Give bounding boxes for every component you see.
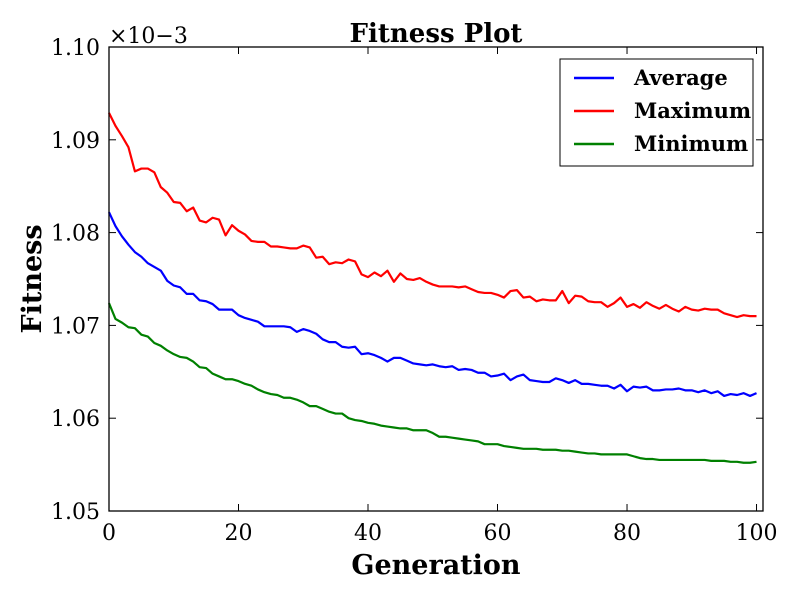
x-axis-label: Generation bbox=[351, 550, 521, 581]
series-line-minimum bbox=[107, 302, 757, 464]
series-line-average bbox=[108, 211, 757, 398]
legend-label-average: Average bbox=[633, 65, 728, 90]
y-tick-label: 1.09 bbox=[51, 129, 100, 154]
x-tick-label: 0 bbox=[102, 521, 116, 546]
y-tick-label: 1.08 bbox=[51, 222, 100, 247]
y-axis-multiplier: ×10−3 bbox=[109, 24, 188, 49]
axis-ticks bbox=[108, 46, 763, 512]
x-tick-label: 20 bbox=[225, 521, 253, 546]
legend: Average Maximum Minimum bbox=[559, 58, 754, 167]
plot-frame bbox=[108, 46, 764, 512]
legend-label-minimum: Minimum bbox=[634, 131, 748, 156]
legend-label-maximum: Maximum bbox=[634, 98, 751, 123]
x-tick-label: 60 bbox=[484, 521, 512, 546]
y-axis-label: Fitness bbox=[17, 224, 48, 333]
x-tick-label: 80 bbox=[613, 521, 641, 546]
y-tick-label: 1.10 bbox=[51, 36, 100, 61]
x-tick-label: 100 bbox=[736, 521, 778, 546]
chart-title: Fitness Plot bbox=[350, 19, 523, 49]
series-line-maximum bbox=[108, 112, 757, 319]
y-tick-label: 1.05 bbox=[51, 500, 100, 525]
series-lines bbox=[107, 112, 757, 464]
x-tick-label: 40 bbox=[354, 521, 382, 546]
y-tick-label: 1.07 bbox=[51, 314, 100, 339]
y-tick-label: 1.06 bbox=[51, 407, 100, 432]
axis-tick-labels: 0 20 40 60 80 100 1.05 1.06 1.07 1.08 1.09 1.10 bbox=[51, 36, 778, 546]
